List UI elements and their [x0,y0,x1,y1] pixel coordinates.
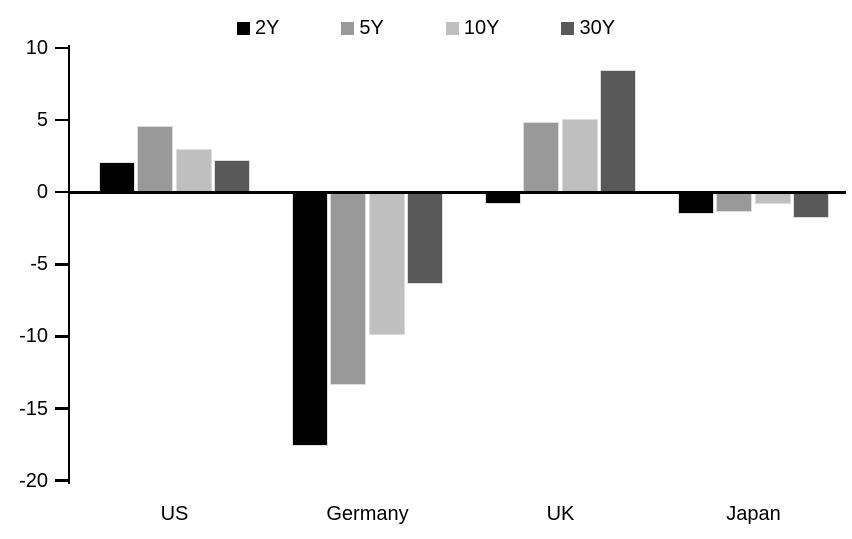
bar-japan-30y [793,192,830,219]
zero-axis-line [67,190,846,194]
bar-us-2y [98,161,135,193]
y-tick-label: -15 [19,397,48,420]
category-label-uk: UK [546,503,575,525]
y-tick-mark [55,190,70,194]
legend-item-10y: 10Y [445,16,500,40]
y-tick-mark [55,46,70,50]
bar-germany-10y [368,192,405,335]
y-tick-mark [55,479,70,482]
bar-japan-2y [677,192,714,214]
bar-uk-10y [561,118,598,193]
bar-uk-30y [600,69,637,193]
category-label-us: US [160,503,189,525]
legend-swatch-icon [341,21,355,35]
bar-germany-2y [291,192,328,446]
category-label-japan: Japan [726,503,781,525]
bar-germany-30y [407,192,444,285]
bar-uk-5y [523,121,560,193]
legend-swatch-icon [445,21,459,35]
category-label-germany: Germany [326,503,409,525]
bar-uk-2y [484,192,521,204]
legend-item-30y: 30Y [561,16,615,40]
legend-label: 5Y [359,17,384,39]
chart-legend: 2Y 5Y 10Y 30Y [0,16,852,40]
legend-label: 10Y [463,17,500,39]
legend-item-2y: 2Y [236,16,280,40]
legend-label: 2Y [254,17,280,39]
legend-swatch-icon [561,21,575,35]
legend-label: 30Y [579,17,616,39]
bar-germany-5y [330,192,367,386]
legend-item-5y: 5Y [341,16,384,40]
bar-us-5y [137,125,174,193]
bar-us-30y [214,160,251,193]
legend-swatch-icon [236,21,250,35]
y-tick-label: 10 [25,37,48,59]
y-tick-label: -10 [19,325,48,348]
bar-japan-10y [754,192,791,204]
y-tick-label: -20 [19,469,48,492]
y-tick-mark [55,407,70,410]
y-tick-label: 5 [36,109,48,132]
y-tick-label: -5 [30,253,48,276]
bar-japan-5y [716,192,753,213]
y-tick-label: 0 [36,181,48,204]
y-tick-mark [55,335,70,338]
y-tick-mark [55,118,70,122]
bar-us-10y [175,148,212,193]
y-tick-mark [55,263,70,266]
